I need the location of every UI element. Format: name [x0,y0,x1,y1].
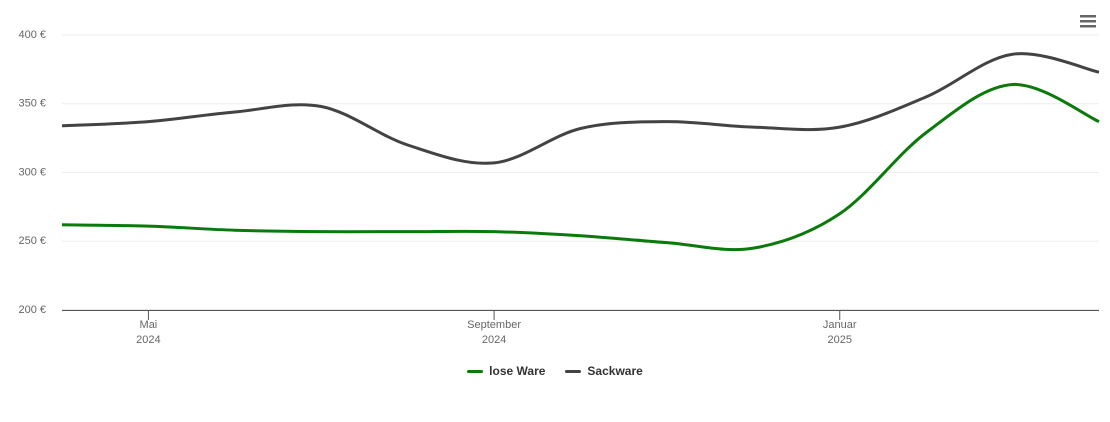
y-tick-label: 300 € [18,166,46,178]
y-tick-label: 400 € [18,29,46,41]
x-tick-label: Januar 2025 [822,319,857,346]
legend-label: Sackware [587,364,643,378]
y-tick-label: 350 € [18,98,46,110]
y-tick-label: 250 € [18,235,46,247]
x-tick-label: September 2024 [467,319,521,346]
x-tick-label: Mai 2024 [136,319,161,346]
legend-swatch [565,369,582,373]
series-line [61,82,1100,252]
menu-button[interactable] [1078,12,1098,32]
y-tick-label: 200 € [18,304,46,316]
menu-bar [1080,25,1096,28]
legend-item[interactable]: Sackware [565,364,643,378]
legend: lose Ware Sackware [0,364,1110,378]
legend-swatch [467,369,484,373]
legend-item[interactable]: lose Ware [467,364,545,378]
menu-bar [1080,20,1096,23]
series-line [61,52,1100,165]
legend-label: lose Ware [489,364,546,378]
menu-bar [1080,15,1096,18]
